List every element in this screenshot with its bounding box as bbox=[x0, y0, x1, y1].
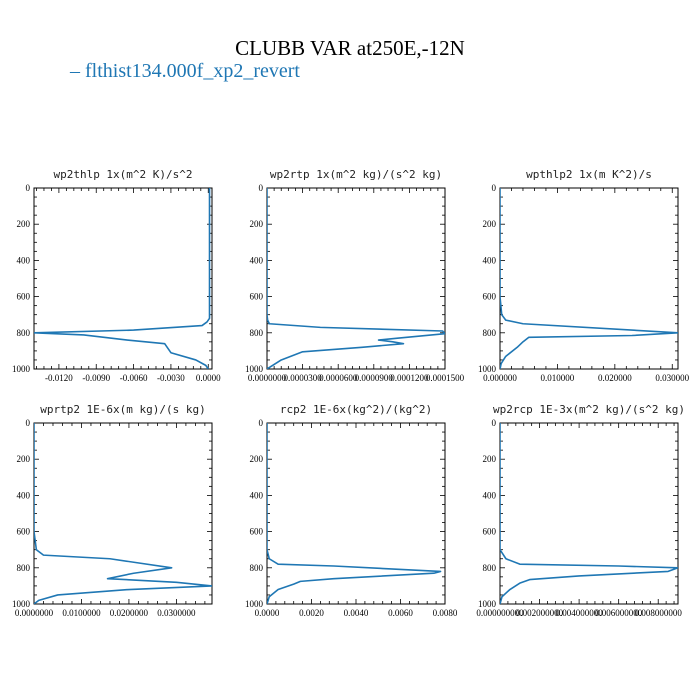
y-tick-label: 400 bbox=[483, 490, 497, 500]
y-tick-label: 1000 bbox=[12, 599, 31, 609]
panel-title: wp2rtp 1x(m^2 kg)/(s^2 kg) bbox=[270, 168, 442, 181]
x-tick-label: 0.008000000 bbox=[635, 608, 683, 618]
chart-panel-2: wp2rtp 1x(m^2 kg)/(s^2 kg) 0 200 400 600 800 1… bbox=[245, 168, 465, 383]
chart-panel-6: wp2rcp 1E-3x(m^2 kg)/(s^2 kg) 0 200 400 600 8… bbox=[476, 403, 685, 618]
x-tick-label: -0.0060 bbox=[120, 373, 148, 383]
x-tick-label: 0.006000000 bbox=[595, 608, 643, 618]
chart-panel-3: wpthlp2 1x(m K^2)/s 0 200 400 600 800 10000.00… bbox=[478, 168, 690, 383]
panel-title: wpthlp2 1x(m K^2)/s bbox=[526, 168, 652, 181]
x-tick-label: 0.000000000 bbox=[476, 608, 524, 618]
y-tick-label: 800 bbox=[483, 328, 497, 338]
y-tick-label: 800 bbox=[17, 563, 31, 573]
x-tick-label: 0.0000 bbox=[196, 373, 221, 383]
panel-title: wp2rcp 1E-3x(m^2 kg)/(s^2 kg) bbox=[493, 403, 685, 416]
x-tick-label: -0.0090 bbox=[82, 373, 110, 383]
y-tick-label: 600 bbox=[17, 527, 31, 537]
plot-frame bbox=[266, 187, 446, 370]
panel-title: wprtp2 1E-6x(m kg)/(s kg) bbox=[40, 403, 206, 416]
chart-panel-4: wprtp2 1E-6x(m kg)/(s kg) 0 200 400 600 800 10… bbox=[12, 403, 213, 618]
y-tick-label: 1000 bbox=[478, 599, 497, 609]
panel-title: rcp2 1E-6x(kg^2)/(kg^2) bbox=[280, 403, 432, 416]
x-tick-label: 0.020000 bbox=[598, 373, 632, 383]
y-tick-label: 400 bbox=[17, 255, 31, 265]
y-tick-label: 800 bbox=[250, 328, 264, 338]
x-tick-label: 0.0000 bbox=[255, 608, 280, 618]
x-tick-label: 0.0200000 bbox=[110, 608, 149, 618]
series-line bbox=[267, 423, 442, 604]
x-tick-label: 0.0060 bbox=[388, 608, 413, 618]
y-tick-label: 800 bbox=[17, 328, 31, 338]
y-tick-label: 600 bbox=[483, 527, 497, 537]
x-tick-label: 0.0300000 bbox=[157, 608, 196, 618]
panel-title: wp2thlp 1x(m^2 K)/s^2 bbox=[53, 168, 192, 181]
chart-panel-5: rcp2 1E-6x(kg^2)/(kg^2) 0 200 400 600 800 1000… bbox=[245, 403, 458, 618]
y-tick-label: 1000 bbox=[245, 364, 264, 374]
y-tick-label: 800 bbox=[483, 563, 497, 573]
y-tick-label: 0 bbox=[492, 183, 497, 193]
plot-frame bbox=[499, 187, 679, 370]
y-tick-label: 400 bbox=[250, 490, 264, 500]
legend-marker: – bbox=[70, 60, 80, 82]
x-tick-label: 0.002000000 bbox=[516, 608, 564, 618]
y-tick-label: 200 bbox=[17, 454, 31, 464]
y-tick-label: 400 bbox=[483, 255, 497, 265]
x-tick-label: -0.0030 bbox=[157, 373, 185, 383]
x-tick-label: 0.0000300 bbox=[283, 373, 322, 383]
x-tick-label: 0.0080 bbox=[433, 608, 458, 618]
y-tick-label: 400 bbox=[250, 255, 264, 265]
x-tick-label: 0.0020 bbox=[299, 608, 324, 618]
y-tick-label: 1000 bbox=[478, 364, 497, 374]
series-line bbox=[500, 423, 678, 604]
x-tick-label: 0.010000 bbox=[541, 373, 575, 383]
x-tick-label: 0.0040 bbox=[344, 608, 369, 618]
chart-panel-1: wp2thlp 1x(m^2 K)/s^2 0 200 400 600 800 1000 -0… bbox=[12, 168, 221, 383]
y-tick-label: 600 bbox=[250, 292, 264, 302]
x-tick-label: 0.030000 bbox=[655, 373, 689, 383]
y-tick-label: 0 bbox=[259, 418, 264, 428]
legend: – flthist134.000f_xp2_revert bbox=[70, 60, 300, 83]
y-tick-label: 0 bbox=[259, 183, 264, 193]
page-title: CLUBB VAR at250E,-12N bbox=[235, 36, 465, 60]
series-line bbox=[267, 188, 445, 369]
x-tick-label: 0.0001500 bbox=[426, 373, 465, 383]
x-tick-label: 0.0000000 bbox=[15, 608, 54, 618]
y-tick-label: 200 bbox=[250, 219, 264, 229]
y-tick-label: 400 bbox=[17, 490, 31, 500]
x-tick-label: 0.0100000 bbox=[62, 608, 101, 618]
plot-frame bbox=[33, 187, 213, 370]
x-tick-label: 0.0000600 bbox=[319, 373, 358, 383]
series-line bbox=[34, 188, 211, 369]
series-line bbox=[500, 188, 678, 369]
y-tick-label: 800 bbox=[250, 563, 264, 573]
series-line bbox=[34, 423, 212, 604]
y-tick-label: 200 bbox=[483, 219, 497, 229]
y-tick-label: 200 bbox=[17, 219, 31, 229]
y-tick-label: 600 bbox=[17, 292, 31, 302]
y-tick-label: 200 bbox=[250, 454, 264, 464]
plot-frame bbox=[499, 422, 679, 605]
plot-frame bbox=[33, 422, 213, 605]
x-tick-label: 0.0000900 bbox=[355, 373, 394, 383]
x-tick-label: 0.000000 bbox=[483, 373, 517, 383]
x-tick-label: -0.0120 bbox=[45, 373, 73, 383]
y-tick-label: 600 bbox=[250, 527, 264, 537]
y-tick-label: 0 bbox=[26, 183, 31, 193]
y-tick-label: 200 bbox=[483, 454, 497, 464]
y-tick-label: 1000 bbox=[245, 599, 264, 609]
y-tick-label: 1000 bbox=[12, 364, 31, 374]
y-tick-label: 0 bbox=[492, 418, 497, 428]
y-tick-label: 0 bbox=[26, 418, 31, 428]
x-tick-label: 0.0000000 bbox=[248, 373, 287, 383]
x-tick-label: 0.0001200 bbox=[390, 373, 429, 383]
x-tick-label: 0.004000000 bbox=[555, 608, 603, 618]
y-tick-label: 600 bbox=[483, 292, 497, 302]
legend-label: flthist134.000f_xp2_revert bbox=[85, 60, 300, 82]
